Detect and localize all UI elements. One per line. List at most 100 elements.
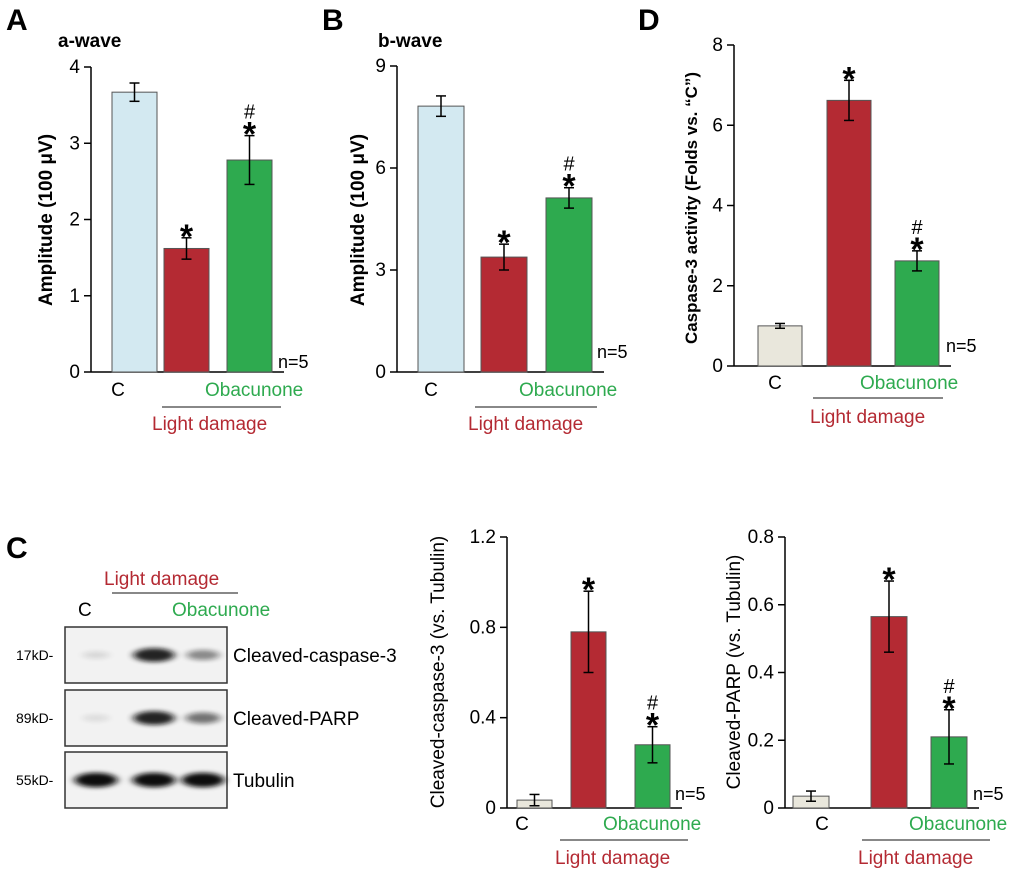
x-label-control: C — [111, 380, 125, 401]
n-label: n=5 — [278, 352, 309, 372]
x-label-control: C — [424, 380, 438, 401]
blot-protein-label: Tubulin — [233, 771, 295, 792]
bar — [111, 91, 158, 373]
significance-hash: # — [943, 676, 955, 698]
x-label-light-damage: Light damage — [152, 414, 267, 435]
bar — [826, 99, 872, 367]
y-tick-label: 1 — [69, 286, 80, 307]
chart-title: b-wave — [378, 31, 442, 52]
blot-protein-label: Cleaved-caspase-3 — [233, 646, 397, 667]
y-tick-label: 0.6 — [748, 595, 774, 616]
significance-star: * — [942, 690, 956, 728]
y-tick-label: 0.4 — [470, 708, 497, 729]
y-tick-label: 0 — [712, 356, 723, 377]
x-label-obacunone: Obacunone — [603, 814, 701, 835]
panel-letter-b: B — [322, 4, 344, 37]
x-label-light-damage: Light damage — [555, 848, 670, 869]
x-label-light-damage: Light damage — [858, 848, 973, 869]
y-tick-label: 1.2 — [470, 527, 496, 548]
blot-label-light-damage: Light damage — [104, 569, 219, 590]
panel-letter-c: C — [6, 532, 28, 565]
y-tick-label: 0 — [69, 362, 80, 383]
y-tick-label: 0 — [485, 798, 496, 819]
x-label-obacunone: Obacunone — [205, 380, 303, 401]
n-label: n=5 — [597, 342, 628, 362]
y-axis-label: Amplitude (100 μV) — [36, 134, 57, 306]
blot-band — [132, 772, 176, 788]
y-tick-label: 2 — [712, 276, 723, 297]
blot-label-obacunone: Obacunone — [172, 600, 270, 621]
y-tick-label: 4 — [712, 196, 723, 217]
x-label-obacunone: Obacunone — [860, 373, 958, 394]
significance-hash: # — [647, 693, 659, 715]
significance-star: * — [243, 116, 257, 154]
x-label-control: C — [768, 373, 782, 394]
y-tick-label: 6 — [375, 158, 386, 179]
blot-label-control: C — [78, 600, 92, 621]
significance-star: * — [842, 60, 856, 98]
x-label-light-damage: Light damage — [810, 407, 925, 428]
y-axis-label: Amplitude (100 μV) — [348, 134, 369, 306]
y-axis-label: Caspase-3 activity (Folds vs. “C”) — [682, 72, 701, 344]
n-label: n=5 — [675, 784, 706, 804]
y-tick-label: 8 — [712, 35, 723, 56]
y-tick-label: 0 — [763, 798, 774, 819]
y-tick-label: 2 — [69, 210, 80, 231]
y-tick-label: 9 — [375, 56, 386, 77]
chart-title: a-wave — [58, 31, 121, 52]
panel-letter-a: A — [6, 4, 28, 37]
bar — [417, 105, 465, 373]
y-tick-label: 0.8 — [748, 527, 774, 548]
y-tick-label: 0 — [375, 362, 386, 383]
western-blot: Light damage C Obacunone 17kD- Cleaved-ca… — [16, 569, 397, 809]
panel-letter-d: D — [638, 4, 660, 37]
blot-protein-label: Cleaved-PARP — [233, 709, 359, 730]
significance-star: * — [497, 224, 511, 262]
n-label: n=5 — [973, 784, 1004, 804]
blot-band — [82, 651, 110, 659]
y-tick-label: 3 — [375, 260, 386, 281]
significance-star: * — [582, 571, 596, 609]
blot-band — [82, 714, 110, 722]
blot-marker-label: 89kD- — [16, 710, 54, 726]
bar — [545, 197, 593, 373]
y-tick-label: 4 — [69, 57, 80, 78]
blot-marker-label: 55kD- — [16, 772, 54, 788]
blot-band — [133, 648, 175, 662]
chart-cleaved-caspase: 0 0.4 0.8 1.2 Cleaved-caspase-3 (vs. Tubulin… — [428, 527, 706, 869]
significance-star: * — [910, 231, 924, 269]
x-label-control: C — [815, 814, 829, 835]
y-tick-label: 0.4 — [748, 663, 775, 684]
blot-band — [133, 711, 175, 725]
bar — [757, 325, 803, 367]
bar — [163, 247, 210, 373]
significance-star: * — [562, 168, 576, 206]
bar — [894, 260, 940, 367]
chart-caspase-activity: 0 2 4 6 8 Caspase-3 activity (Folds vs. “C”) *… — [682, 35, 977, 428]
significance-star: * — [882, 561, 896, 599]
blot-band — [181, 772, 225, 788]
significance-star: * — [180, 218, 194, 256]
blot-marker-label: 17kD- — [16, 647, 54, 663]
y-tick-label: 0.8 — [470, 617, 496, 638]
blot-band — [74, 772, 118, 788]
bar — [226, 159, 273, 373]
x-label-obacunone: Obacunone — [909, 814, 1007, 835]
n-label: n=5 — [946, 336, 977, 356]
bar — [480, 256, 528, 373]
x-label-control: C — [515, 814, 529, 835]
significance-star: * — [646, 707, 660, 745]
y-tick-label: 3 — [69, 133, 80, 154]
significance-hash: # — [244, 102, 256, 124]
y-tick-label: 6 — [712, 115, 723, 136]
x-label-obacunone: Obacunone — [519, 380, 617, 401]
blot-band — [185, 712, 221, 724]
significance-hash: # — [911, 217, 923, 239]
significance-hash: # — [563, 154, 575, 176]
y-axis-label: Cleaved-PARP (vs. Tubulin) — [724, 555, 745, 790]
x-label-light-damage: Light damage — [468, 414, 583, 435]
